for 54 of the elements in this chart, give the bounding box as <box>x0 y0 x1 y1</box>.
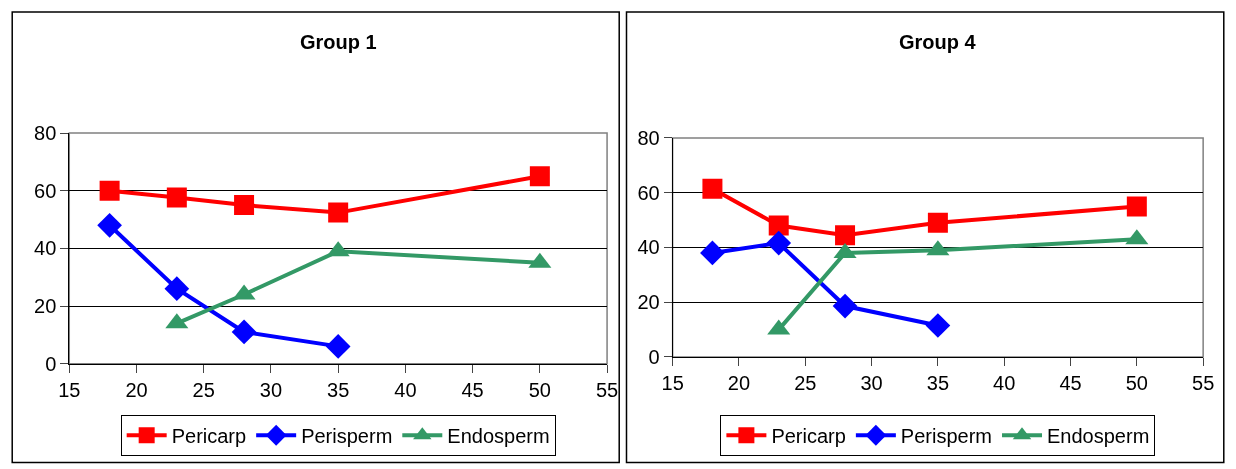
x-tick-label: 25 <box>192 378 215 401</box>
x-tick-label: 55 <box>1192 371 1215 394</box>
point <box>832 293 858 319</box>
point <box>835 225 856 246</box>
point <box>325 334 351 359</box>
point <box>529 166 550 187</box>
y-tick-label: 20 <box>34 295 57 318</box>
x-tick-label: 50 <box>1125 371 1148 394</box>
x-tick-label: 35 <box>327 378 350 401</box>
point <box>328 202 349 223</box>
legend-label: Endosperm <box>1047 425 1150 448</box>
point <box>99 180 120 201</box>
chart-title: Group 1 <box>300 31 377 53</box>
point <box>231 319 257 345</box>
point <box>768 215 789 236</box>
point <box>700 240 725 266</box>
x-tick-label: 50 <box>528 378 551 401</box>
y-tick-label: 40 <box>637 236 660 259</box>
x-tick-label: 20 <box>727 371 751 394</box>
x-tick-label: 30 <box>860 371 883 394</box>
point <box>702 178 723 199</box>
x-tick-label: 15 <box>58 378 81 401</box>
point <box>97 212 122 238</box>
x-tick-label: 45 <box>1059 371 1082 394</box>
x-tick-label: 35 <box>926 371 950 394</box>
x-tick-label: 55 <box>595 378 619 401</box>
legend-label: Perisperm <box>301 425 393 448</box>
x-tick-label: 15 <box>661 371 684 394</box>
x-tick-label: 40 <box>993 371 1016 394</box>
legend-label: Endosperm <box>447 425 550 448</box>
x-tick-label: 45 <box>461 378 484 401</box>
y-tick-label: 60 <box>34 179 57 202</box>
point <box>164 276 190 302</box>
y-tick-label: 20 <box>637 291 660 314</box>
legend-label: Pericarp <box>171 425 247 448</box>
point <box>927 212 948 233</box>
y-tick-label: 60 <box>637 181 660 204</box>
x-tick-label: 20 <box>125 378 148 401</box>
point <box>766 230 792 256</box>
y-tick-label: 40 <box>34 237 57 260</box>
legend-label: Perisperm <box>900 425 993 448</box>
y-tick-label: 80 <box>34 122 57 145</box>
legend-label: Pericarp <box>771 425 846 448</box>
y-tick-label: 80 <box>637 126 660 149</box>
point <box>234 195 255 216</box>
point <box>166 187 187 208</box>
x-tick-label: 25 <box>794 371 817 394</box>
y-tick-label: 0 <box>648 345 660 368</box>
y-tick-label: 0 <box>45 352 57 375</box>
x-tick-label: 30 <box>259 378 283 401</box>
point <box>925 313 951 338</box>
chart-title: Group 4 <box>899 31 977 53</box>
x-tick-label: 40 <box>394 378 417 401</box>
point <box>1126 196 1147 217</box>
